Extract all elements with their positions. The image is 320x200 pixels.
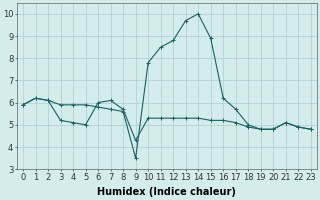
X-axis label: Humidex (Indice chaleur): Humidex (Indice chaleur) (98, 187, 236, 197)
